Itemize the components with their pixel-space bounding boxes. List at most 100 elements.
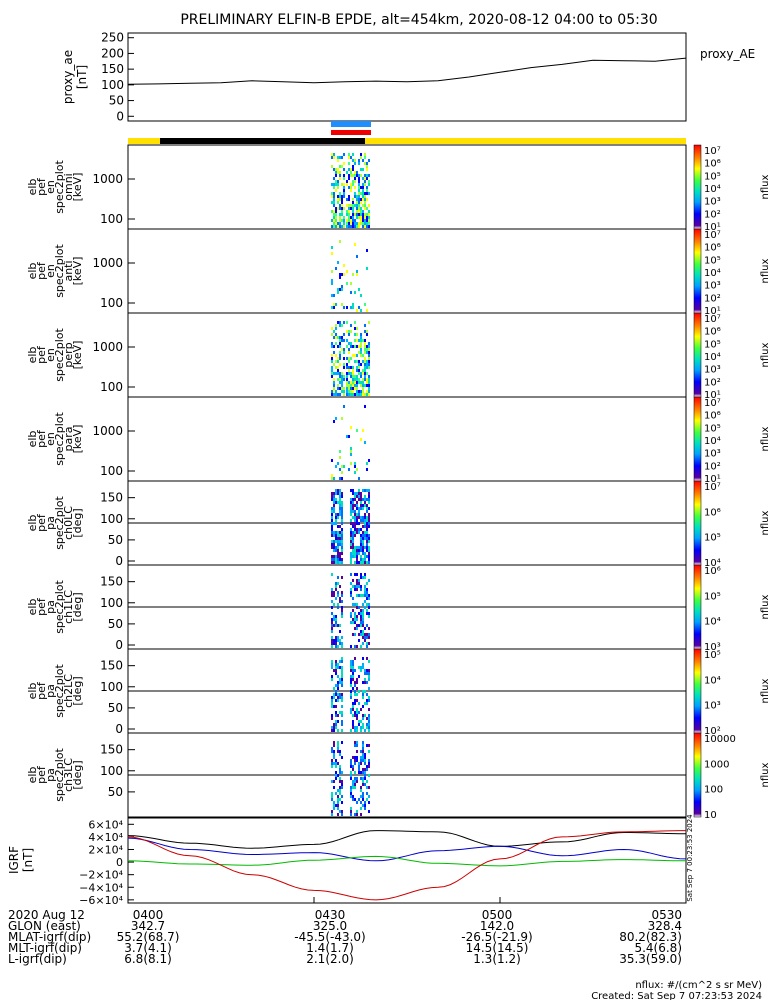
spectrogram-cell <box>333 540 335 543</box>
spectrogram-cell <box>335 213 337 216</box>
spectrogram-cell <box>368 810 370 813</box>
spectrogram-cell <box>348 357 350 360</box>
igrf-tick-label: 2×10⁴ <box>88 843 123 856</box>
spectrogram-cell <box>352 555 354 558</box>
spectrogram-cell <box>337 183 339 186</box>
spectrogram-cell <box>331 354 333 357</box>
spectrogram-cell <box>352 597 354 600</box>
spectrogram-cell <box>352 549 354 552</box>
spectrogram-cell <box>339 171 341 174</box>
spectrogram-cell <box>331 528 333 531</box>
spectrogram-cell <box>333 351 335 354</box>
spectrogram-cell <box>352 618 354 621</box>
spectrogram-cell <box>335 303 337 306</box>
spectrogram-cell <box>331 573 333 576</box>
spectrogram-cell <box>362 540 364 543</box>
spectrogram-cell <box>346 381 348 384</box>
panel-tick-label: 100 <box>100 464 123 478</box>
spectrogram-cell <box>350 372 352 375</box>
spectrogram-cell <box>354 561 356 564</box>
spectrogram-cell <box>333 687 335 690</box>
spectrogram-cell <box>348 390 350 393</box>
colorbar-label: 100 <box>704 785 723 796</box>
spectrogram-cell <box>358 675 360 678</box>
panel-ylabel-line: pef <box>35 513 48 532</box>
spectrogram-cell <box>348 213 350 216</box>
spectrogram-cell <box>354 516 356 519</box>
spectrogram-cell <box>339 561 341 564</box>
spectrogram-cell <box>331 513 333 516</box>
spectrogram-cell <box>348 384 350 387</box>
spectrogram-cell <box>337 201 339 204</box>
spectrogram-cell <box>364 690 366 693</box>
spectrogram-cell <box>341 591 343 594</box>
spectrogram-cell <box>364 441 366 444</box>
spectrogram-cell <box>352 354 354 357</box>
spectrogram-cell <box>346 372 348 375</box>
spectrogram-cell <box>356 549 358 552</box>
spectrogram-cell <box>366 249 368 252</box>
spectrogram-cell <box>339 597 341 600</box>
spectrogram-cell <box>358 198 360 201</box>
spectrogram-cell <box>366 213 368 216</box>
spectrogram-cell <box>339 381 341 384</box>
spectrogram-cell <box>358 213 360 216</box>
spectrogram-cell <box>341 183 343 186</box>
spectrogram-cell <box>358 159 360 162</box>
spectrogram-cell <box>356 687 358 690</box>
spectrogram-cell <box>356 369 358 372</box>
spectrogram-cell <box>341 207 343 210</box>
spectrogram-cell <box>362 219 364 222</box>
spectrogram-cell <box>358 363 360 366</box>
spectrogram-cell <box>341 504 343 507</box>
spectrogram-cell <box>333 294 335 297</box>
spectrogram-cell <box>358 510 360 513</box>
spectrogram-cell <box>356 360 358 363</box>
spectrogram-cell <box>364 195 366 198</box>
spectrogram-cell <box>331 558 333 561</box>
panel-ylabel-line: pef <box>35 345 48 364</box>
spectrogram-cell <box>362 168 364 171</box>
spectrogram-cell <box>337 684 339 687</box>
spectrogram-cell <box>362 696 364 699</box>
spectrogram-cell <box>364 366 366 369</box>
spectrogram-cell <box>368 522 370 525</box>
spectrogram-cell <box>335 588 337 591</box>
spectrogram-cell <box>360 645 362 648</box>
colorbar-label: 10¹ <box>704 222 721 233</box>
spectrogram-cell <box>335 771 337 774</box>
spectrogram-cell <box>337 741 339 744</box>
spectrogram-cell <box>331 594 333 597</box>
spectrogram-cell <box>354 222 356 225</box>
spectrogram-cell <box>335 714 337 717</box>
panel-tick-label: 1000 <box>92 424 123 438</box>
spectrogram-cell <box>335 693 337 696</box>
spectrogram-cell <box>341 771 343 774</box>
spectrogram-cell <box>341 693 343 696</box>
spectrogram-cell <box>337 714 339 717</box>
spectrogram-cell <box>335 207 337 210</box>
spectrogram-cell <box>352 552 354 555</box>
spectrogram-cell <box>331 516 333 519</box>
spectrogram-cell <box>358 594 360 597</box>
spectrogram-cell <box>356 375 358 378</box>
spectrogram-cell <box>356 558 358 561</box>
footer-row-label: 2020 Aug 12 <box>8 908 85 922</box>
spectrogram-cell <box>358 582 360 585</box>
spectrogram-cell <box>362 690 364 693</box>
spectrogram-cell <box>356 777 358 780</box>
spectrogram-cell <box>333 549 335 552</box>
spectrogram-cell <box>331 762 333 765</box>
spectrogram-cell <box>337 789 339 792</box>
spectrogram-cell <box>366 177 368 180</box>
spectrogram-cells <box>331 321 370 396</box>
spectrogram-cell <box>368 213 370 216</box>
colorbar-label: 10 <box>704 810 717 821</box>
igrf-line-2 <box>127 837 687 862</box>
spectrogram-cell <box>352 153 354 156</box>
spectrogram-cell <box>360 762 362 765</box>
spectrogram-cell <box>341 507 343 510</box>
spectrogram-cell <box>331 270 333 273</box>
spectrogram-cell <box>364 198 366 201</box>
spectrogram-cell <box>358 528 360 531</box>
